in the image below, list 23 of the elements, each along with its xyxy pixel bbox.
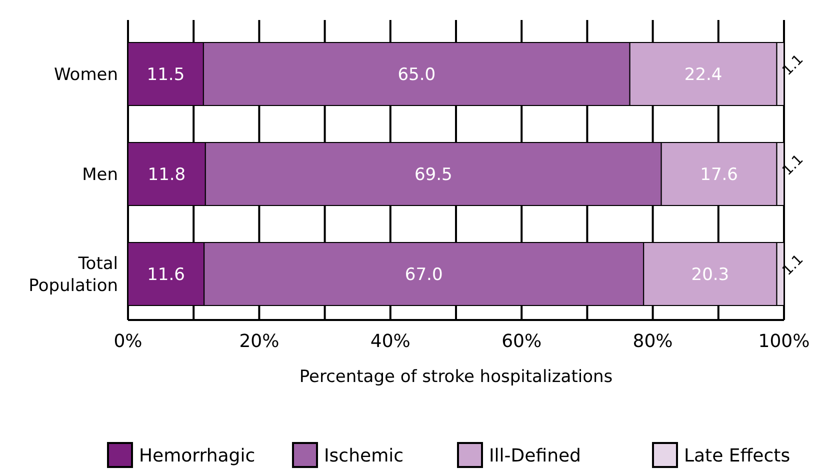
y-tick-label: Total Population [28, 254, 118, 296]
y-tick-label: Women [54, 64, 118, 85]
text: 69.5 [414, 164, 452, 185]
legend-label: Hemorrhagic [139, 445, 256, 466]
x-tick-label: 40% [370, 331, 410, 352]
text: 11.8 [148, 164, 186, 185]
x-tick-label: 80% [632, 331, 673, 352]
x-tick-label: 60% [502, 331, 542, 352]
text: 22.4 [684, 64, 722, 85]
text: 17.6 [700, 164, 738, 185]
x-tick-label: 20% [239, 331, 280, 352]
y-tick-label: Men [82, 164, 118, 185]
text: 11.6 [147, 264, 185, 285]
legend-label: Ischemic [324, 445, 404, 466]
text: 67.0 [404, 264, 443, 285]
legend-label: Late Effects [684, 445, 790, 466]
text: 20.3 [691, 264, 730, 285]
text: 11.5 [146, 64, 185, 85]
legend-label: Ill-Defined [489, 445, 581, 466]
x-tick-label: 100% [758, 331, 810, 352]
text: 65.0 [398, 64, 436, 85]
x-axis-title: Percentage of stroke hospitalizations [299, 367, 613, 387]
x-tick-label: 0% [114, 331, 142, 352]
